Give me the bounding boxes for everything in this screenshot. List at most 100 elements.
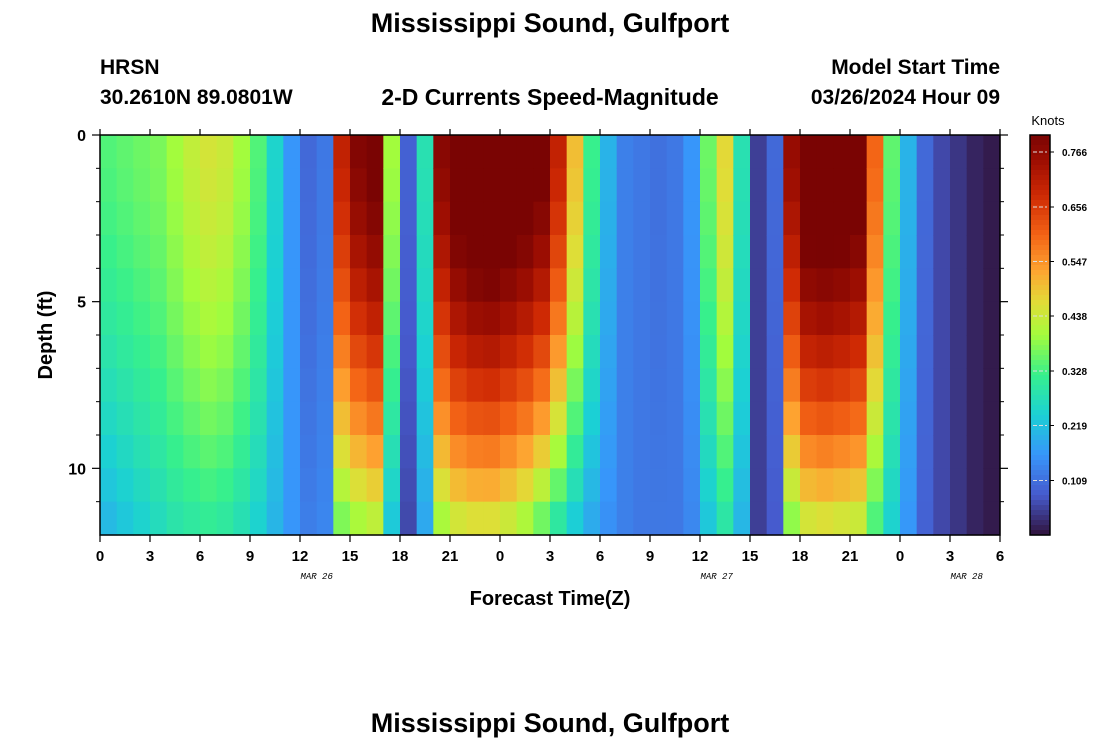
heatmap-cell bbox=[550, 501, 568, 536]
colorbar-segment bbox=[1030, 415, 1050, 421]
heatmap-cell bbox=[750, 468, 768, 503]
colorbar-segment bbox=[1030, 150, 1050, 156]
heatmap-cell bbox=[483, 168, 501, 203]
colorbar-segment bbox=[1030, 235, 1050, 241]
heatmap-cell bbox=[183, 301, 201, 336]
colorbar-segment bbox=[1030, 440, 1050, 446]
heatmap-cell bbox=[100, 435, 118, 469]
heatmap-cell bbox=[166, 268, 184, 303]
heatmap-cell bbox=[650, 168, 668, 203]
heatmap-cell bbox=[216, 335, 234, 369]
heatmap-cell bbox=[333, 168, 351, 203]
heatmap-cell bbox=[183, 501, 201, 536]
heatmap-cell bbox=[933, 368, 951, 403]
heatmap-cell bbox=[383, 401, 401, 436]
heatmap-cell bbox=[800, 401, 818, 436]
heatmap-cell bbox=[550, 368, 568, 403]
heatmap-cell bbox=[783, 435, 801, 469]
heatmap-cell bbox=[150, 268, 168, 303]
heatmap-cell bbox=[850, 268, 868, 303]
heatmap-cell bbox=[750, 401, 768, 436]
heatmap-cell bbox=[750, 168, 768, 203]
heatmap-cell bbox=[300, 468, 318, 503]
heatmap-cell bbox=[633, 335, 651, 369]
heatmap-cell bbox=[183, 268, 201, 303]
colorbar-segment bbox=[1030, 265, 1050, 271]
heatmap-cell bbox=[550, 201, 568, 236]
heatmap-cell bbox=[150, 201, 168, 236]
heatmap-cell bbox=[966, 501, 984, 536]
heatmap-cell bbox=[466, 501, 484, 536]
heatmap-cell bbox=[283, 201, 301, 236]
colorbar-segment bbox=[1030, 195, 1050, 201]
heatmap-cell bbox=[900, 335, 918, 369]
heatmap-cell bbox=[383, 468, 401, 503]
heatmap-cell bbox=[383, 368, 401, 403]
heatmap-cell bbox=[866, 301, 884, 336]
heatmap-cell bbox=[400, 201, 418, 236]
heatmap-cell bbox=[650, 268, 668, 303]
heatmap-cell bbox=[566, 235, 584, 269]
heatmap-cell bbox=[716, 235, 734, 269]
heatmap-cell bbox=[566, 201, 584, 236]
heatmap-cell bbox=[133, 401, 151, 436]
heatmap-cell bbox=[416, 335, 434, 369]
heatmap-cell bbox=[966, 235, 984, 269]
heatmap-cell bbox=[200, 335, 218, 369]
heatmap-cell bbox=[100, 235, 118, 269]
heatmap-cell bbox=[416, 368, 434, 403]
colorbar-segment bbox=[1030, 275, 1050, 281]
x-tick-label: 3 bbox=[146, 548, 154, 565]
heatmap-cell bbox=[316, 468, 334, 503]
heatmap-cell bbox=[200, 201, 218, 236]
heatmap-cell bbox=[283, 368, 301, 403]
heatmap-cell bbox=[616, 268, 634, 303]
heatmap-cell bbox=[216, 168, 234, 203]
heatmap-cell bbox=[766, 235, 784, 269]
heatmap-cell bbox=[916, 501, 934, 536]
heatmap-cell bbox=[416, 235, 434, 269]
colorbar-segment bbox=[1030, 190, 1050, 196]
heatmap-cell bbox=[250, 368, 268, 403]
heatmap-cell bbox=[516, 135, 534, 169]
heatmap-cell bbox=[416, 435, 434, 469]
heatmap-cell bbox=[483, 335, 501, 369]
heatmap-cell bbox=[266, 368, 284, 403]
heatmap-cell bbox=[533, 268, 551, 303]
heatmap-cell bbox=[583, 468, 601, 503]
heatmap-cell bbox=[316, 435, 334, 469]
heatmap-cell bbox=[566, 468, 584, 503]
heatmap-cell bbox=[316, 368, 334, 403]
heatmap-cell bbox=[166, 201, 184, 236]
colorbar-segment bbox=[1030, 370, 1050, 376]
colorbar-segment bbox=[1030, 480, 1050, 486]
colorbar-segment bbox=[1030, 395, 1050, 401]
heatmap-cell bbox=[733, 201, 751, 236]
heatmap-cell bbox=[950, 468, 968, 503]
heatmap-cell bbox=[583, 501, 601, 536]
bottom-title: Mississippi Sound, Gulfport bbox=[370, 708, 730, 738]
heatmap-cell bbox=[150, 301, 168, 336]
colorbar-segment bbox=[1030, 135, 1050, 141]
heatmap-cell bbox=[400, 301, 418, 336]
heatmap-cell bbox=[950, 135, 968, 169]
heatmap-cell bbox=[633, 468, 651, 503]
heatmap-cell bbox=[266, 168, 284, 203]
heatmap-cell bbox=[800, 168, 818, 203]
heatmap-cell bbox=[766, 168, 784, 203]
heatmap-cell bbox=[866, 401, 884, 436]
colorbar-segment bbox=[1030, 515, 1050, 521]
y-axis-label: Depth (ft) bbox=[35, 291, 57, 380]
heatmap-cell bbox=[966, 368, 984, 403]
heatmap-cell bbox=[383, 135, 401, 169]
heatmap-cell bbox=[700, 501, 718, 536]
heatmap-cell bbox=[333, 335, 351, 369]
colorbar-segment bbox=[1030, 400, 1050, 406]
heatmap-cell bbox=[533, 368, 551, 403]
x-tick-label: 0 bbox=[496, 548, 504, 565]
colorbar-segment bbox=[1030, 365, 1050, 371]
heatmap-cell bbox=[466, 235, 484, 269]
colorbar-segment bbox=[1030, 145, 1050, 151]
heatmap-cell bbox=[366, 468, 384, 503]
heatmap-cell bbox=[433, 468, 451, 503]
